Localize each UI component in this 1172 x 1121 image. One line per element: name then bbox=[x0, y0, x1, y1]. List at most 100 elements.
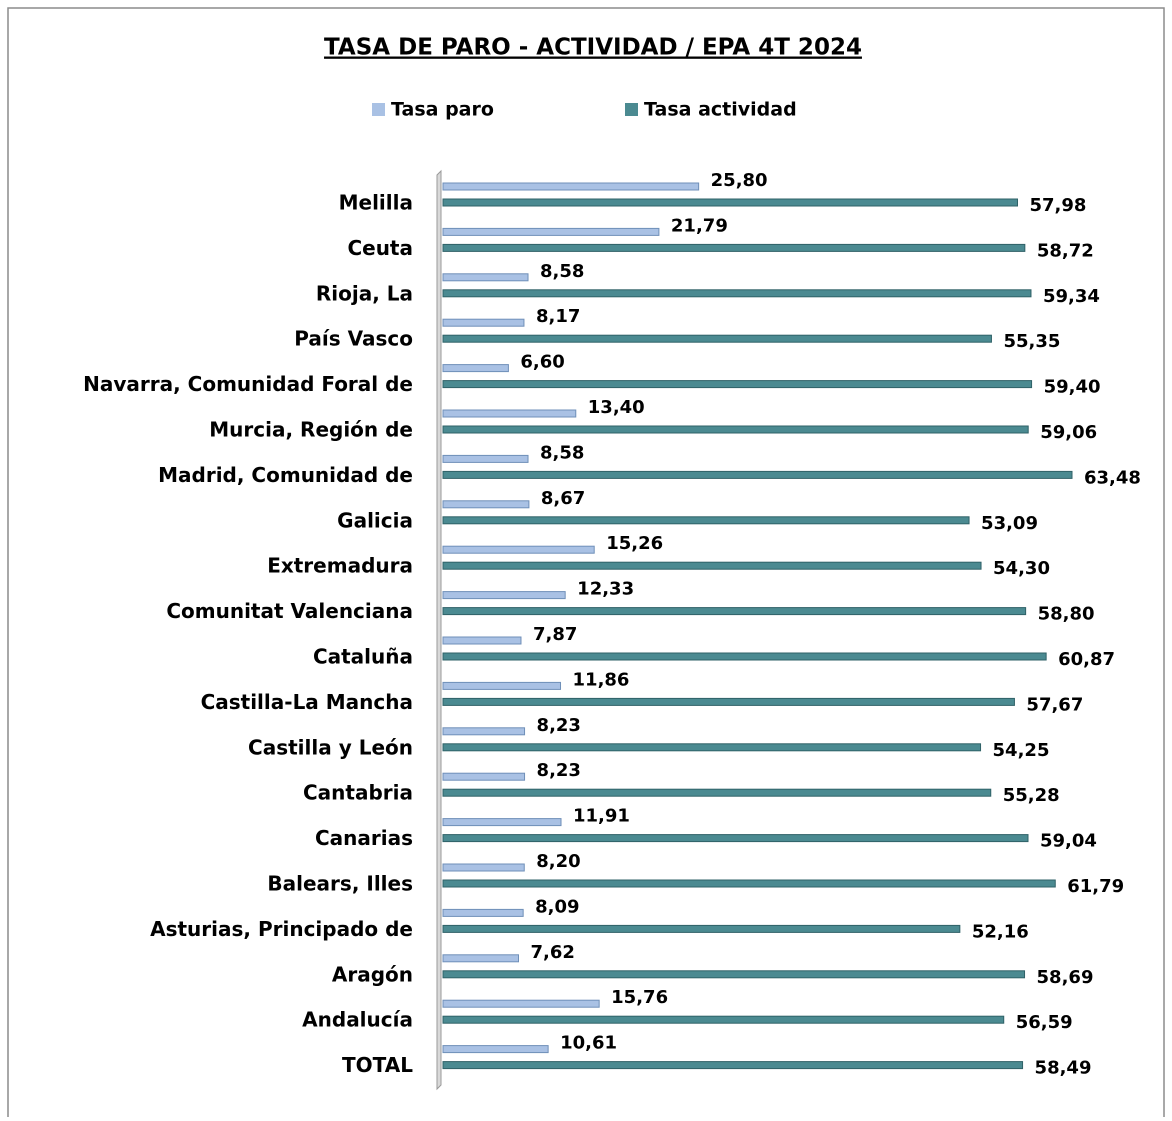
bar bbox=[442, 334, 992, 343]
category-label: Melilla bbox=[339, 191, 413, 215]
bar bbox=[442, 772, 526, 781]
value-label: 61,79 bbox=[1067, 876, 1124, 897]
legend-label: Tasa actividad bbox=[644, 99, 797, 121]
bar bbox=[442, 652, 1047, 661]
value-label: 6,60 bbox=[520, 352, 564, 373]
value-label: 55,35 bbox=[1003, 331, 1060, 352]
bar bbox=[442, 545, 595, 554]
category-label: Aragón bbox=[332, 962, 413, 986]
bar bbox=[442, 227, 660, 236]
legend-label: Tasa paro bbox=[391, 99, 494, 121]
value-label: 8,23 bbox=[537, 760, 581, 781]
value-label: 8,23 bbox=[537, 715, 581, 736]
category-label: Galicia bbox=[337, 508, 413, 532]
value-label: 59,40 bbox=[1044, 377, 1101, 398]
value-label: 8,67 bbox=[541, 488, 585, 509]
bar bbox=[442, 999, 600, 1008]
category-label: Comunitat Valenciana bbox=[166, 599, 413, 623]
chart-title: TASA DE PARO - ACTIVIDAD / EPA 4T 2024 bbox=[324, 35, 862, 61]
bar bbox=[442, 607, 1027, 616]
bar bbox=[442, 879, 1056, 888]
bar bbox=[442, 697, 1015, 706]
value-label: 52,16 bbox=[972, 921, 1029, 942]
value-label: 57,98 bbox=[1030, 195, 1087, 216]
bar bbox=[442, 834, 1029, 843]
value-label: 21,79 bbox=[671, 215, 728, 236]
category-label: Balears, Illes bbox=[267, 872, 413, 896]
category-label: Andalucía bbox=[302, 1008, 413, 1032]
bar bbox=[442, 1045, 549, 1054]
value-label: 58,72 bbox=[1037, 240, 1094, 261]
value-label: 8,17 bbox=[536, 306, 580, 327]
value-label: 12,33 bbox=[577, 579, 634, 600]
value-label: 59,04 bbox=[1040, 831, 1097, 852]
value-label: 13,40 bbox=[588, 397, 645, 418]
category-label: Extremadura bbox=[267, 554, 413, 578]
legend-swatch bbox=[625, 103, 638, 116]
bar bbox=[442, 924, 961, 933]
bar bbox=[442, 454, 529, 463]
bar bbox=[442, 364, 509, 373]
category-label: Navarra, Comunidad Foral de bbox=[83, 372, 413, 396]
category-label: Castilla y León bbox=[248, 735, 413, 759]
value-label: 59,06 bbox=[1040, 422, 1097, 443]
bar bbox=[442, 500, 530, 509]
category-label: Canarias bbox=[315, 826, 413, 850]
bar bbox=[442, 273, 529, 282]
value-label: 54,25 bbox=[993, 740, 1050, 761]
value-label: 54,30 bbox=[993, 558, 1050, 579]
category-label: Rioja, La bbox=[316, 281, 413, 305]
value-label: 8,09 bbox=[535, 896, 579, 917]
bar bbox=[442, 954, 520, 963]
category-label: País Vasco bbox=[294, 327, 413, 351]
bar bbox=[442, 425, 1029, 434]
category-label: Cataluña bbox=[313, 645, 413, 669]
bar bbox=[442, 727, 526, 736]
bar bbox=[442, 681, 562, 690]
value-label: 8,58 bbox=[540, 442, 584, 463]
value-label: 63,48 bbox=[1084, 467, 1141, 488]
category-label: Castilla-La Mancha bbox=[201, 690, 413, 714]
value-label: 7,87 bbox=[533, 624, 577, 645]
value-label: 11,91 bbox=[573, 806, 630, 827]
bar bbox=[442, 470, 1073, 479]
value-label: 58,69 bbox=[1037, 967, 1094, 988]
category-label: Cantabria bbox=[303, 781, 413, 805]
value-label: 57,67 bbox=[1026, 694, 1083, 715]
legend-swatch bbox=[372, 103, 385, 116]
value-label: 56,59 bbox=[1016, 1012, 1073, 1033]
category-label: Murcia, Región de bbox=[209, 418, 413, 442]
value-label: 58,80 bbox=[1038, 604, 1095, 625]
category-label: TOTAL bbox=[342, 1053, 413, 1077]
bar bbox=[442, 409, 577, 418]
bar bbox=[442, 1015, 1005, 1024]
value-label: 25,80 bbox=[711, 170, 768, 191]
value-label: 15,26 bbox=[606, 533, 663, 554]
bar bbox=[442, 289, 1032, 298]
bar bbox=[442, 788, 992, 797]
bar bbox=[442, 516, 970, 525]
bar bbox=[442, 908, 524, 917]
value-label: 8,58 bbox=[540, 261, 584, 282]
bar bbox=[442, 743, 982, 752]
value-label: 11,86 bbox=[573, 669, 630, 690]
bar bbox=[442, 1061, 1024, 1070]
category-label: Asturias, Principado de bbox=[150, 917, 413, 941]
value-label: 60,87 bbox=[1058, 649, 1115, 670]
bar bbox=[442, 380, 1033, 389]
axis-line bbox=[436, 169, 442, 1091]
category-label: Madrid, Comunidad de bbox=[158, 463, 413, 487]
bar bbox=[442, 970, 1026, 979]
bar bbox=[442, 198, 1019, 207]
value-label: 53,09 bbox=[981, 513, 1038, 534]
value-label: 58,49 bbox=[1035, 1058, 1092, 1079]
bar bbox=[442, 591, 566, 600]
bar bbox=[442, 243, 1026, 252]
category-label: Ceuta bbox=[347, 236, 413, 260]
value-label: 55,28 bbox=[1003, 785, 1060, 806]
value-label: 15,76 bbox=[611, 987, 668, 1008]
bar bbox=[442, 561, 982, 570]
bar bbox=[442, 636, 522, 645]
bar bbox=[442, 182, 700, 191]
